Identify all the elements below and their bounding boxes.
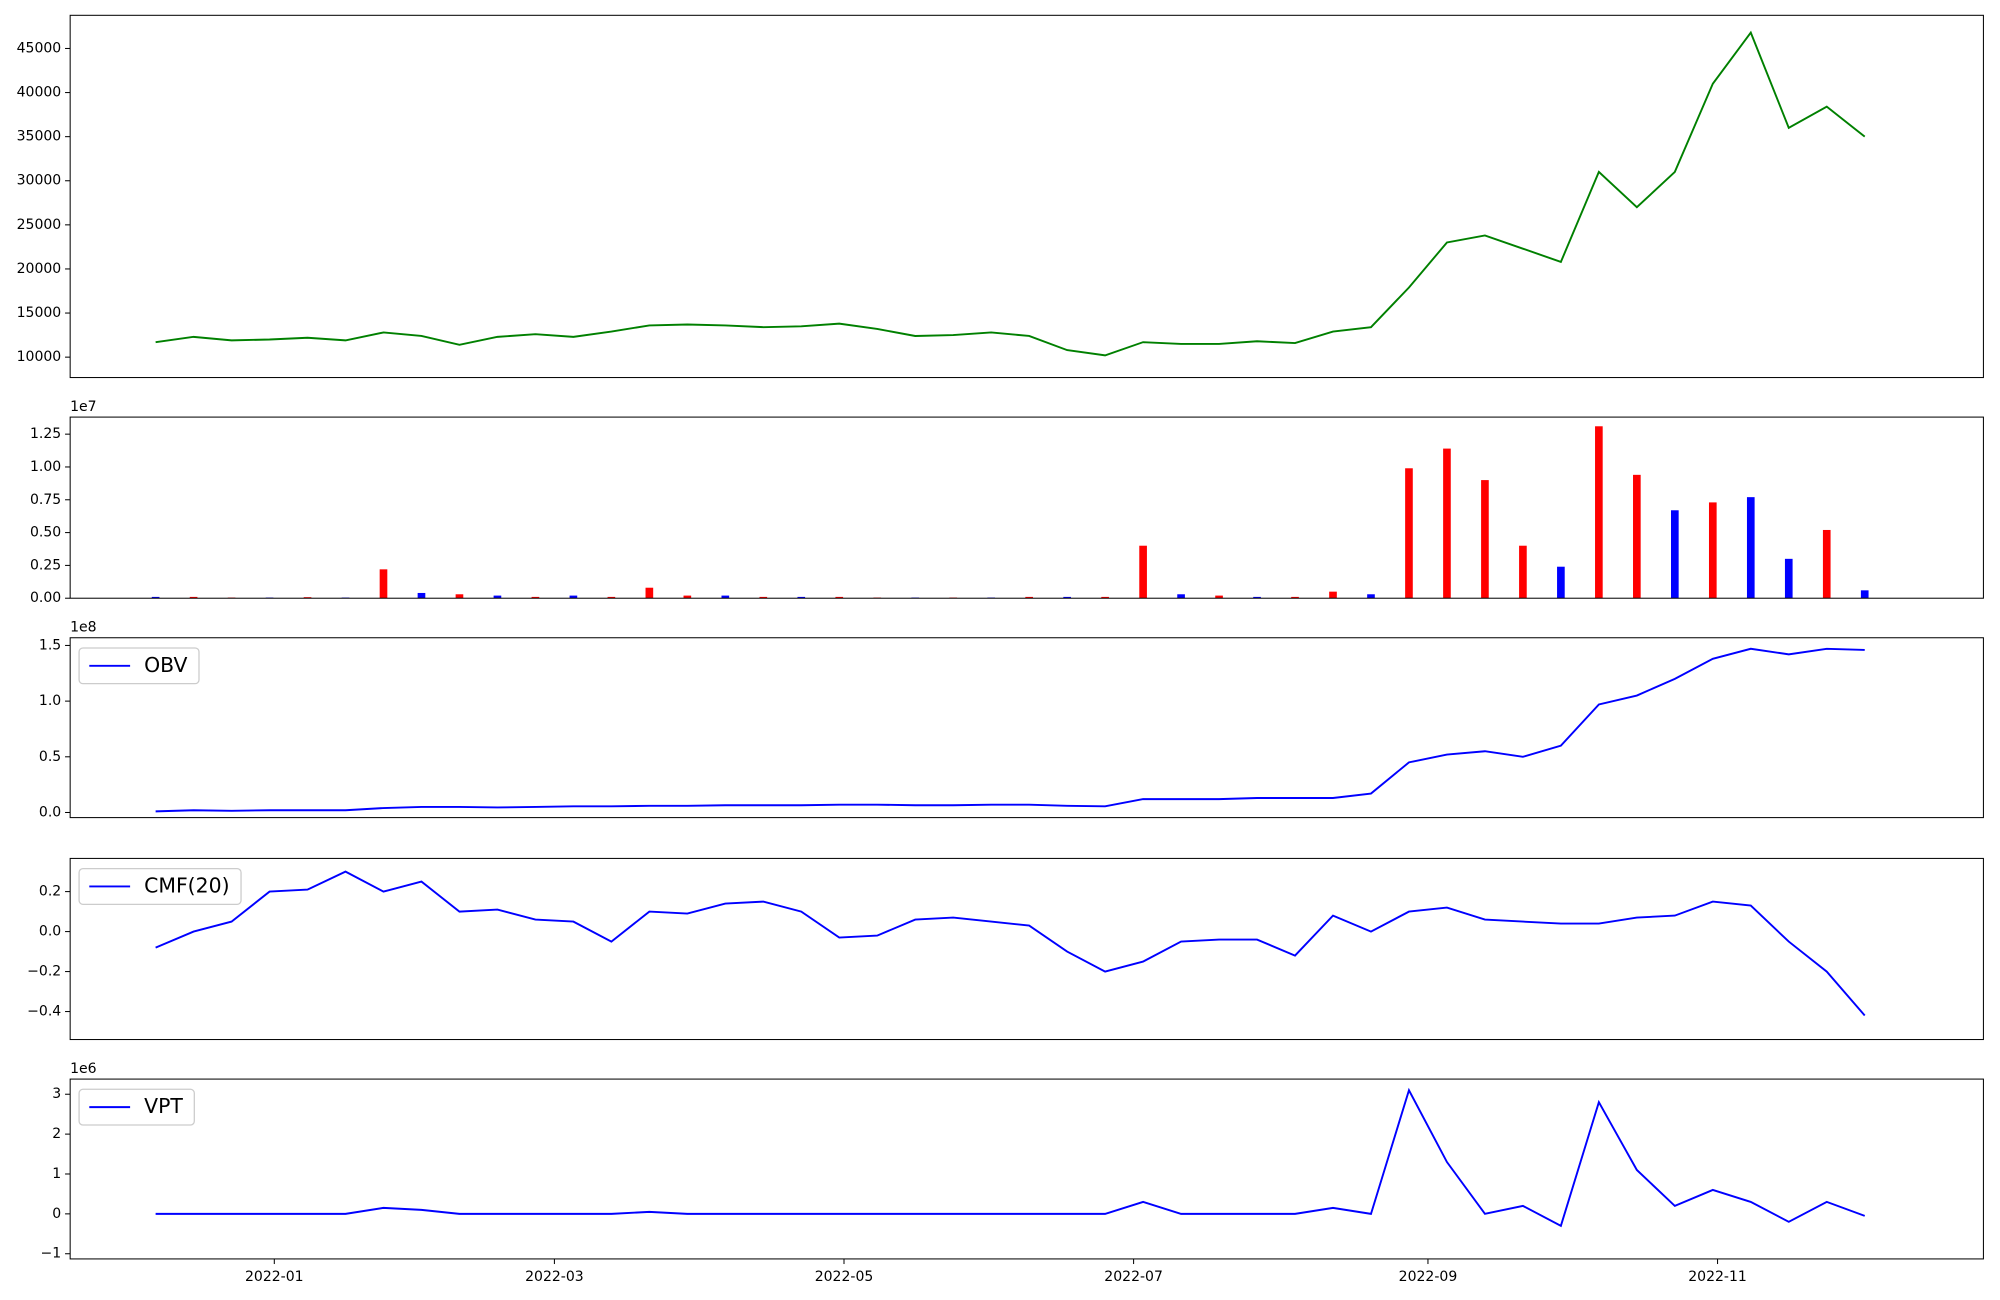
subplot: 0.00 0.25 0.50 0.75 1.00 1.25 1e7 — [30, 399, 1984, 606]
subplot: 10000 15000 20000 25000 30000 35000 40000 45000 — [17, 14, 1984, 379]
axes-frame — [69, 637, 1984, 819]
bar — [1557, 566, 1565, 599]
bar — [531, 596, 540, 599]
legend-label: OBV — [144, 653, 187, 677]
y-tick-label: 25000 — [17, 217, 62, 233]
bar — [417, 592, 426, 599]
legend-box — [78, 647, 200, 685]
offset-label: 1e7 — [70, 399, 96, 415]
bar — [1481, 480, 1489, 599]
axes-frame — [69, 416, 1984, 599]
y-tick-label: 1 — [52, 1166, 61, 1182]
y-tick-label: 0.75 — [30, 492, 61, 508]
bar — [1708, 502, 1717, 599]
bar — [607, 596, 616, 599]
bar — [1443, 448, 1451, 599]
offset-label: 1e6 — [70, 1061, 97, 1077]
y-tick-label: 3 — [52, 1086, 61, 1102]
bar — [1253, 596, 1261, 599]
bar — [455, 594, 464, 599]
bar — [569, 595, 578, 599]
y-tick-label: 0.0 — [39, 924, 61, 940]
x-tick-label: 2022-05 — [815, 1269, 874, 1285]
y-tick-label: 35000 — [17, 129, 62, 145]
y-tick-label: 1.25 — [30, 426, 61, 442]
legend: VPT — [78, 1088, 195, 1126]
line — [155, 647, 1865, 813]
line — [155, 30, 1866, 357]
bar — [1367, 594, 1375, 599]
line — [155, 1087, 1866, 1228]
bar — [1215, 595, 1223, 599]
bar — [1329, 591, 1337, 599]
legend-box — [78, 867, 242, 905]
x-tick-label: 2022-03 — [525, 1269, 584, 1285]
legend-label: VPT — [144, 1094, 183, 1118]
y-tick-label: 0.50 — [30, 525, 61, 541]
bar — [1519, 545, 1527, 599]
y-tick-label: 1.0 — [39, 693, 61, 709]
bar — [493, 595, 502, 599]
bar — [1291, 596, 1299, 599]
bar — [1063, 596, 1071, 599]
axes-frame — [69, 857, 1984, 1041]
bar — [1139, 545, 1147, 599]
y-tick-label: 2 — [52, 1126, 61, 1142]
axes-frame — [69, 1078, 1984, 1260]
x-tick-label: 2022-09 — [1399, 1269, 1458, 1285]
legend: OBV — [78, 647, 200, 685]
subplot: 0.0 0.5 1.0 1.5 1e8 OBV — [39, 620, 1984, 820]
x-tick-label: 2022-01 — [245, 1269, 304, 1285]
bar — [645, 587, 654, 599]
y-tick-label: 20000 — [17, 261, 62, 277]
y-tick-label: 0.00 — [30, 590, 61, 606]
y-tick-label: 1.00 — [30, 459, 61, 475]
bar — [1822, 529, 1831, 599]
legend-label: CMF(20) — [144, 873, 229, 897]
offset-label: 1e8 — [70, 620, 96, 636]
bar — [303, 597, 312, 599]
bar — [1784, 558, 1793, 599]
y-tick-label: 1.5 — [39, 637, 61, 653]
y-tick-label: 0.5 — [39, 749, 61, 765]
y-tick-label: 10000 — [17, 349, 62, 365]
y-tick-label: 45000 — [17, 40, 62, 56]
bar — [797, 596, 806, 599]
bar — [1595, 426, 1603, 599]
bar — [759, 596, 768, 599]
bar — [1671, 510, 1679, 599]
x-tick-label: 2022-11 — [1688, 1269, 1747, 1285]
y-tick-label: −1 — [41, 1246, 62, 1262]
y-tick-label: 15000 — [17, 305, 62, 321]
y-tick-label: 0.25 — [30, 557, 61, 573]
bar — [1405, 468, 1413, 599]
bar — [1746, 497, 1755, 599]
y-tick-label: 0 — [52, 1206, 61, 1222]
bar — [189, 596, 198, 599]
bar — [721, 595, 730, 599]
bar — [1177, 594, 1185, 599]
y-tick-label: 30000 — [17, 173, 62, 189]
y-tick-label: 0.0 — [39, 804, 61, 820]
bar — [151, 596, 160, 599]
line — [155, 870, 1866, 1017]
axes-frame — [69, 14, 1984, 379]
y-tick-label: −0.4 — [27, 1004, 61, 1020]
x-tick-label: 2022-07 — [1104, 1269, 1163, 1285]
y-tick-label: −0.2 — [27, 964, 61, 980]
subplot: −0.4 −0.2 0.0 0.2 CMF(20) — [27, 857, 1984, 1041]
legend: CMF(20) — [78, 867, 242, 905]
y-tick-label: 40000 — [17, 85, 62, 101]
legend-box — [78, 1088, 195, 1126]
bar — [1025, 596, 1033, 599]
subplot: −1 0 1 2 3 1e6 2022-01 2022-03 2022-05 2022-07 202… — [41, 1061, 1984, 1285]
bar — [1101, 596, 1109, 599]
bar — [379, 569, 388, 599]
bar — [835, 596, 844, 599]
bar — [1633, 474, 1641, 599]
bar — [1860, 590, 1869, 599]
y-tick-label: 0.2 — [39, 884, 61, 900]
bar — [683, 595, 692, 599]
